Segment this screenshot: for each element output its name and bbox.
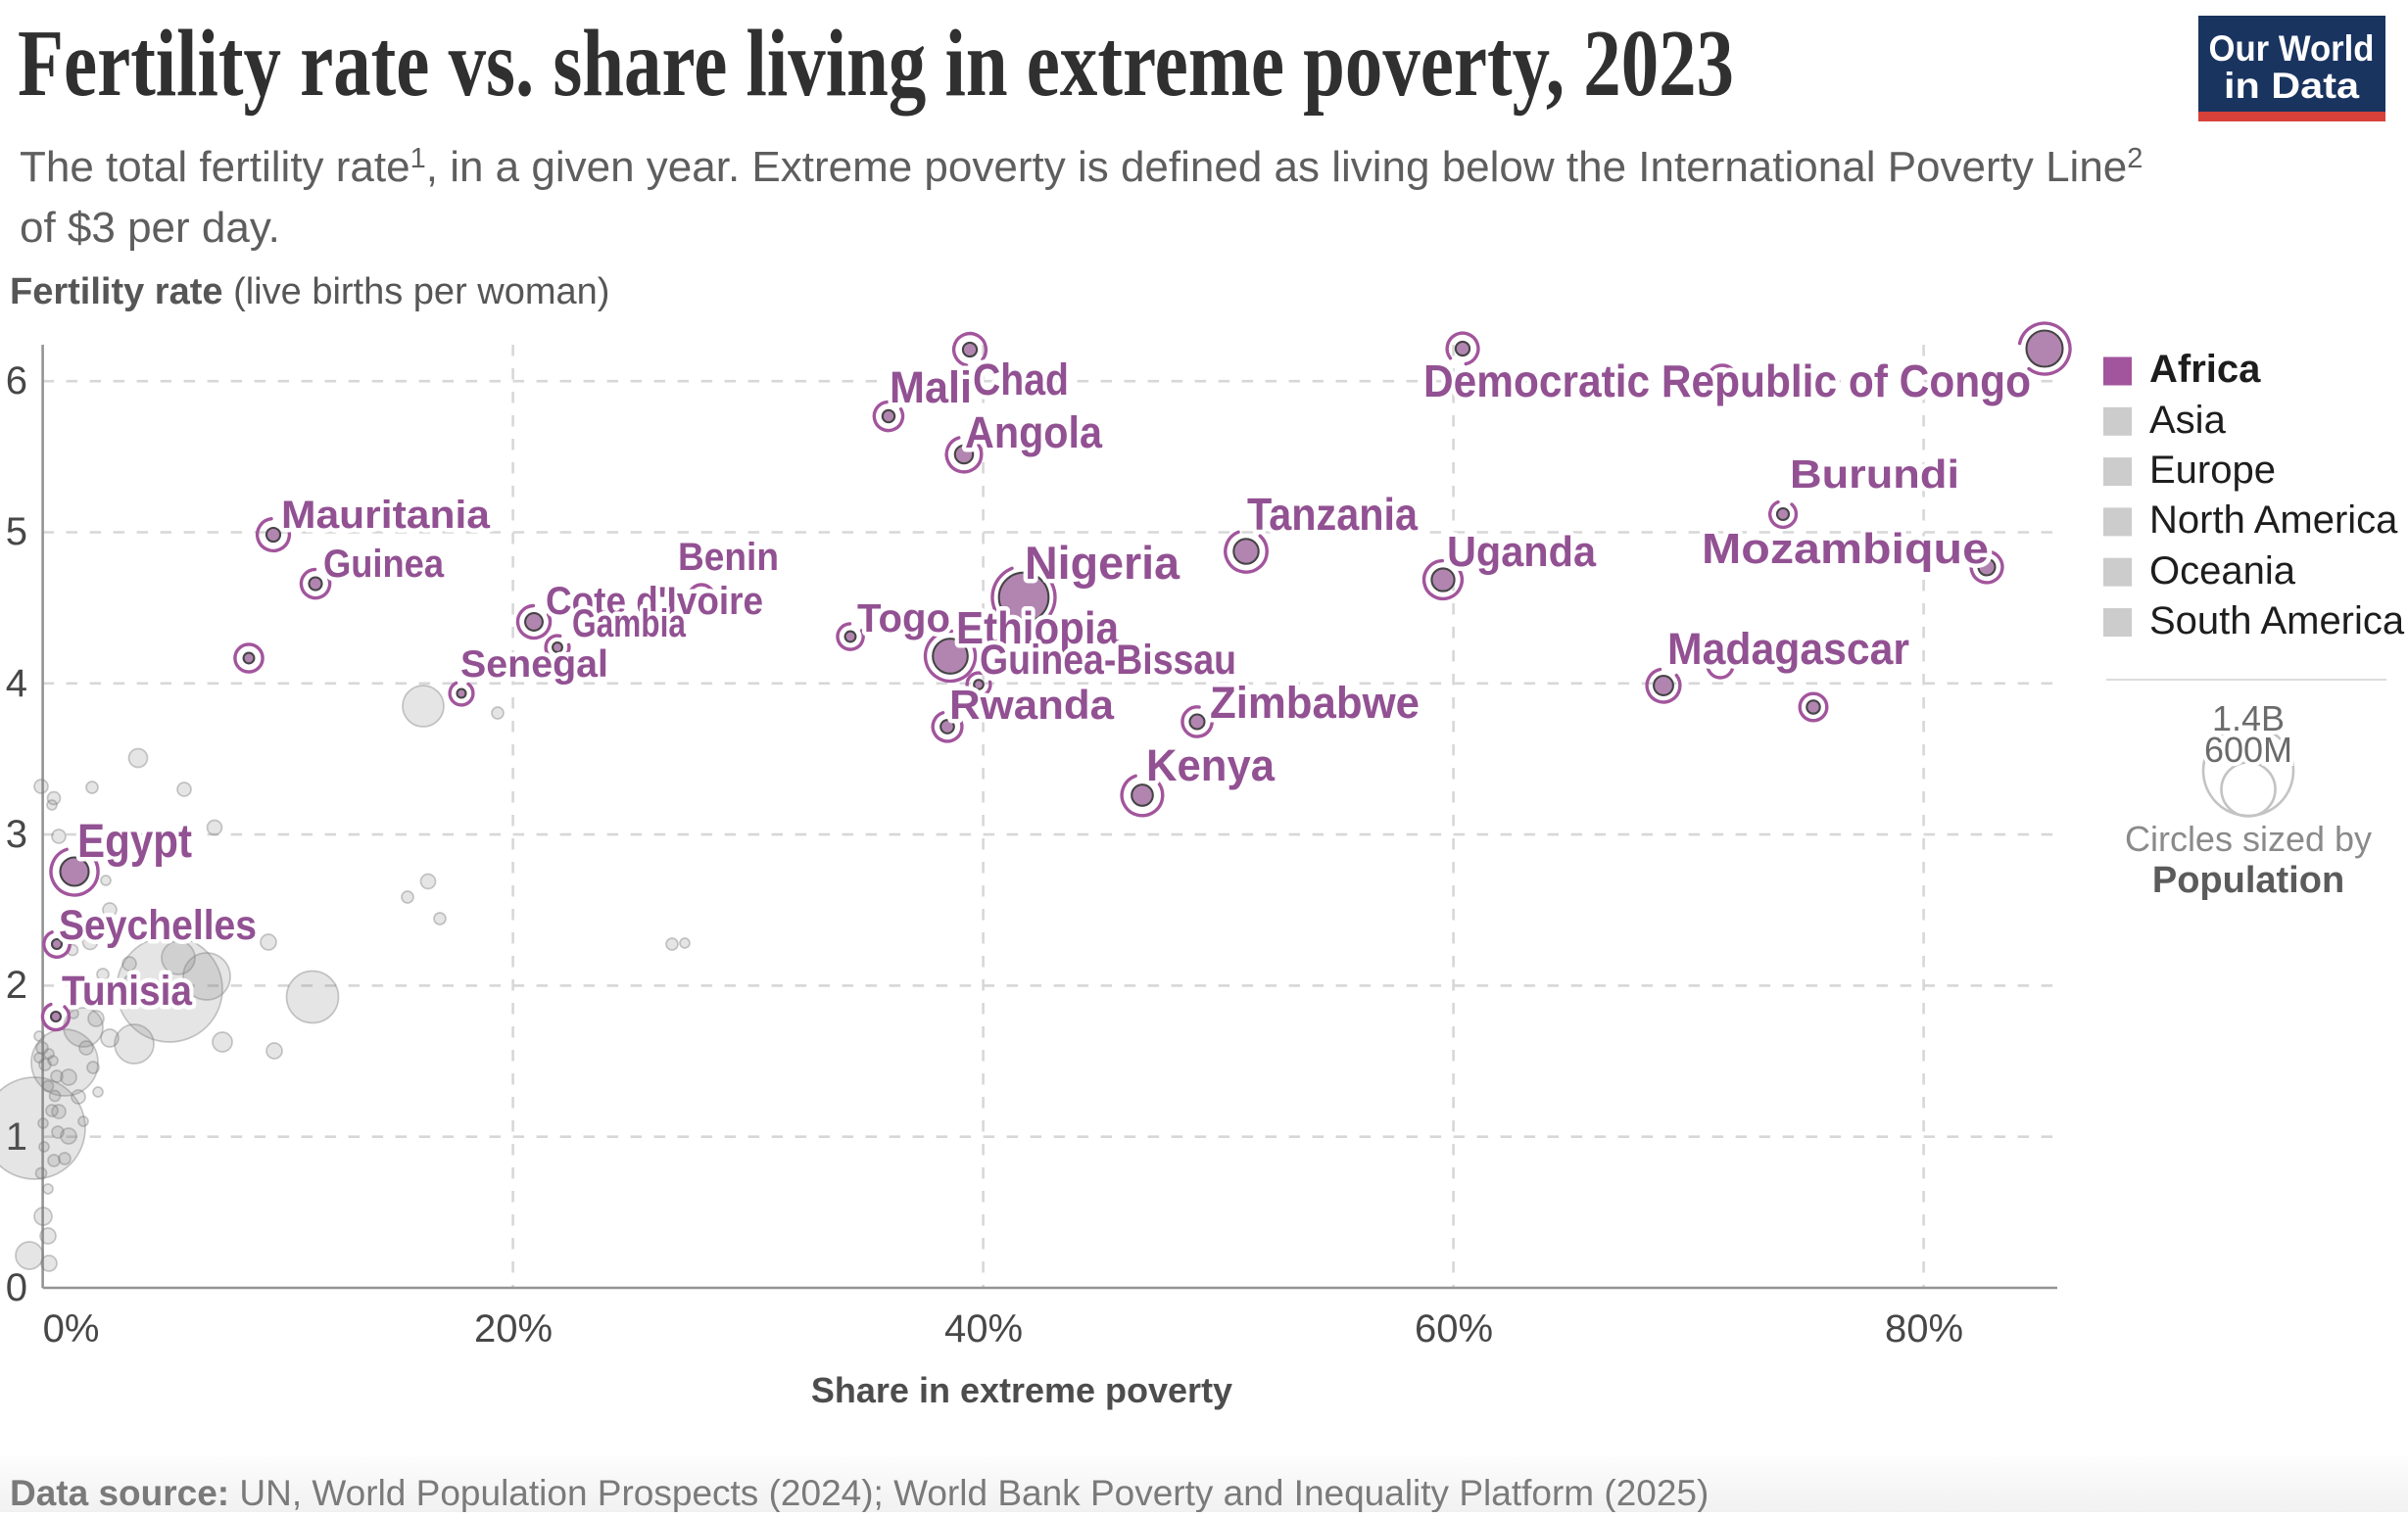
- svg-text:Tunisia: Tunisia: [62, 968, 193, 1015]
- svg-text:Rwanda: Rwanda: [949, 682, 1115, 728]
- svg-text:Our World: Our World: [2209, 28, 2375, 69]
- svg-text:1: 1: [6, 1115, 27, 1159]
- svg-text:Chad: Chad: [973, 355, 1069, 404]
- svg-text:Tanzania: Tanzania: [1247, 489, 1418, 540]
- svg-text:Burundi: Burundi: [1790, 451, 1959, 497]
- svg-text:Togo: Togo: [857, 595, 950, 640]
- svg-text:Asia: Asia: [2149, 399, 2227, 442]
- svg-text:6: 6: [6, 359, 27, 403]
- svg-text:Madagascar: Madagascar: [1667, 624, 1909, 674]
- svg-text:Uganda: Uganda: [1447, 528, 1596, 576]
- svg-text:Oceania: Oceania: [2149, 549, 2296, 593]
- svg-text:2: 2: [6, 964, 27, 1007]
- svg-text:Circles sized by: Circles sized by: [2125, 819, 2372, 859]
- svg-text:0%: 0%: [43, 1307, 100, 1351]
- svg-text:Ethiopia: Ethiopia: [956, 602, 1119, 653]
- svg-text:Mali: Mali: [890, 362, 972, 412]
- svg-text:Europe: Europe: [2149, 449, 2276, 492]
- svg-text:Africa: Africa: [2149, 348, 2261, 391]
- svg-text:40%: 40%: [944, 1307, 1023, 1351]
- svg-text:Data source: UN, World Populat: Data source: UN, World Population Prospe…: [10, 1473, 1709, 1512]
- svg-text:Zimbabwe: Zimbabwe: [1210, 678, 1420, 728]
- svg-text:Gambia: Gambia: [572, 602, 687, 645]
- svg-text:1.4B: 1.4B: [2212, 698, 2285, 738]
- svg-text:Senegal: Senegal: [460, 643, 608, 686]
- svg-text:Angola: Angola: [965, 407, 1103, 457]
- svg-text:Kenya: Kenya: [1146, 740, 1276, 790]
- svg-text:The total fertility rate1, in: The total fertility rate1, in a given ye…: [20, 143, 2143, 191]
- svg-text:80%: 80%: [1885, 1307, 1963, 1351]
- svg-text:Egypt: Egypt: [77, 816, 192, 868]
- svg-text:0: 0: [6, 1266, 27, 1309]
- svg-text:Share in extreme poverty: Share in extreme poverty: [811, 1370, 1232, 1410]
- svg-text:Nigeria: Nigeria: [1025, 537, 1180, 589]
- svg-text:4: 4: [6, 662, 27, 705]
- svg-text:South America: South America: [2149, 599, 2405, 642]
- svg-text:600M: 600M: [2204, 730, 2292, 770]
- svg-text:Mozambique: Mozambique: [1702, 525, 1989, 573]
- svg-text:5: 5: [6, 510, 27, 553]
- svg-text:3: 3: [6, 813, 27, 856]
- svg-text:North America: North America: [2149, 498, 2398, 542]
- svg-text:Seychelles: Seychelles: [59, 902, 257, 949]
- svg-text:Fertility rate (live births pe: Fertility rate (live births per woman): [10, 271, 609, 312]
- svg-text:in Data: in Data: [2224, 66, 2359, 106]
- svg-text:20%: 20%: [474, 1307, 553, 1351]
- svg-text:Cote d'Ivoire: Cote d'Ivoire: [546, 580, 763, 623]
- svg-text:Mauritania: Mauritania: [281, 494, 491, 537]
- svg-text:Guinea: Guinea: [323, 543, 445, 586]
- svg-text:Benin: Benin: [678, 536, 779, 579]
- svg-text:of $3 per day.: of $3 per day.: [20, 204, 280, 252]
- svg-text:Fertility rate vs. share livin: Fertility rate vs. share living in extre…: [18, 11, 1734, 116]
- svg-text:Democratic Republic of Congo: Democratic Republic of Congo: [1423, 356, 2031, 406]
- svg-text:60%: 60%: [1415, 1307, 1493, 1351]
- svg-text:Guinea-Bissau: Guinea-Bissau: [980, 637, 1236, 684]
- svg-text:Population: Population: [2152, 860, 2344, 901]
